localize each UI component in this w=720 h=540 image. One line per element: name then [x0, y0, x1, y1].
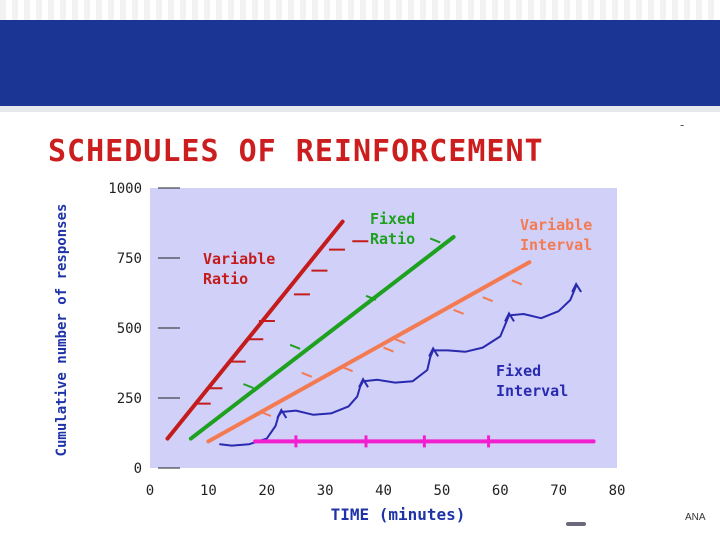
y-tick-label: 750 [117, 251, 142, 267]
y-tick-label: 0 [134, 461, 142, 477]
variable-interval-label: Variable Interval [520, 216, 592, 254]
x-tick-label: 10 [200, 483, 217, 499]
variable-ratio-label: Variable Ratio [203, 250, 275, 288]
variable-interval-tick [301, 371, 313, 378]
x-tick-label: 40 [375, 483, 392, 499]
fixed-interval-arrowhead [276, 407, 288, 419]
fixed-interval-arrowhead [358, 377, 369, 388]
variable-interval-tick [482, 296, 494, 303]
variable-ratio-label-line: Variable [203, 250, 275, 268]
fixed-ratio-tick [365, 294, 377, 301]
fixed-ratio-label-line: Fixed [370, 210, 415, 228]
variable-interval-tick [453, 308, 464, 315]
x-axis-title: TIME (minutes) [331, 505, 466, 524]
y-tick-label: 250 [117, 391, 142, 407]
fixed-ratio-label-line: Ratio [370, 230, 415, 248]
series-layer [165, 219, 596, 448]
fixed-interval-label-line: Fixed [496, 362, 541, 380]
variable-ratio-line [165, 219, 345, 441]
fixed-interval-label-line: Interval [496, 382, 568, 400]
y-tick-label: 1000 [108, 181, 142, 197]
fixed-ratio-line [188, 235, 456, 441]
x-tick-label: 70 [550, 483, 567, 499]
fixed-interval-label: Fixed Interval [496, 362, 568, 400]
chart-title: SCHEDULES OF REINFORCEMENT [48, 134, 544, 169]
variable-interval-tick [394, 338, 406, 345]
variable-ratio-label-line: Ratio [203, 270, 248, 288]
x-tick-label: 50 [433, 483, 450, 499]
y-tick-label: 500 [117, 321, 142, 337]
fixed-ratio-tick [429, 237, 441, 244]
variable-interval-label-line: Variable [520, 216, 592, 234]
fixed-interval-arrowhead [571, 281, 582, 293]
header-dash: - [680, 118, 685, 132]
header-bar [0, 0, 720, 112]
x-tick-label: 80 [609, 483, 626, 499]
fixed-ratio-tick [289, 343, 301, 350]
x-tick-label: 0 [146, 483, 154, 499]
x-tick-label: 30 [317, 483, 334, 499]
variable-interval-tick [342, 366, 354, 373]
footer-logo-text: ANA [685, 512, 706, 523]
variable-interval-tick [260, 411, 272, 417]
x-tick-label: 60 [492, 483, 509, 499]
header-dot-pattern [0, 0, 720, 20]
footer-mark [566, 522, 586, 526]
fixed-interval-arrowhead [504, 311, 515, 322]
fixed-ratio-tick [243, 383, 254, 389]
fixed-ratio-label: Fixed Ratio [370, 210, 415, 248]
variable-interval-tick [511, 279, 523, 286]
x-tick-label: 20 [258, 483, 275, 499]
fixed-interval-arrowhead [428, 346, 439, 357]
plot-area [150, 188, 617, 468]
variable-interval-label-line: Interval [520, 236, 592, 254]
axes: 0 10 20 30 40 50 60 70 80 0 250 500 750 1000 [108, 181, 625, 499]
variable-interval-tick [383, 346, 394, 353]
header-band [0, 20, 720, 106]
